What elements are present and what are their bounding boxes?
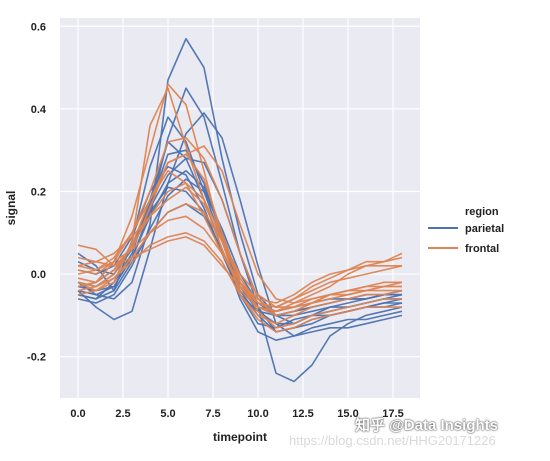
legend-title: region [465,206,499,218]
x-tick-label: 15.0 [337,408,358,420]
x-tick-label: 17.5 [382,408,403,420]
plot-background [60,18,420,398]
x-tick-label: 5.0 [160,408,175,420]
y-tick-label: 0.0 [31,269,46,281]
x-tick-label: 7.5 [205,408,220,420]
x-tick-label: 10.0 [247,408,268,420]
series-line-frontal [77,232,402,333]
y-tick-labels: -0.2 0.0 0.2 0.4 0.6 [27,21,47,363]
y-tick-label: -0.2 [27,352,46,364]
y-tick-label: 0.2 [31,186,46,198]
x-tick-label: 0.0 [70,408,85,420]
watermark-zhihu: 知乎 @Data Insights [355,417,498,434]
x-tick-label: 12.5 [292,408,313,420]
y-axis-label: signal [4,191,18,226]
series-line-frontal [77,215,402,329]
series-line-frontal [77,182,403,308]
x-tick-labels: 0.0 2.5 5.0 7.5 10.0 12.5 15.0 17.5 [70,408,403,420]
series-lines [77,37,403,383]
y-tick-label: 0.4 [31,104,47,116]
legend-label-parietal: parietal [465,223,504,235]
legend: region parietal frontal [428,206,504,255]
y-tick-label: 0.6 [31,21,46,33]
series-line-parietal [77,112,403,337]
series-line-frontal [77,236,403,308]
series-line-parietal [77,37,402,325]
watermark-url: https://blog.csdn.net/HHG20171226 [289,433,496,448]
x-tick-label: 2.5 [115,408,130,420]
legend-label-frontal: frontal [465,243,499,255]
x-axis-label: timepoint [213,430,267,444]
